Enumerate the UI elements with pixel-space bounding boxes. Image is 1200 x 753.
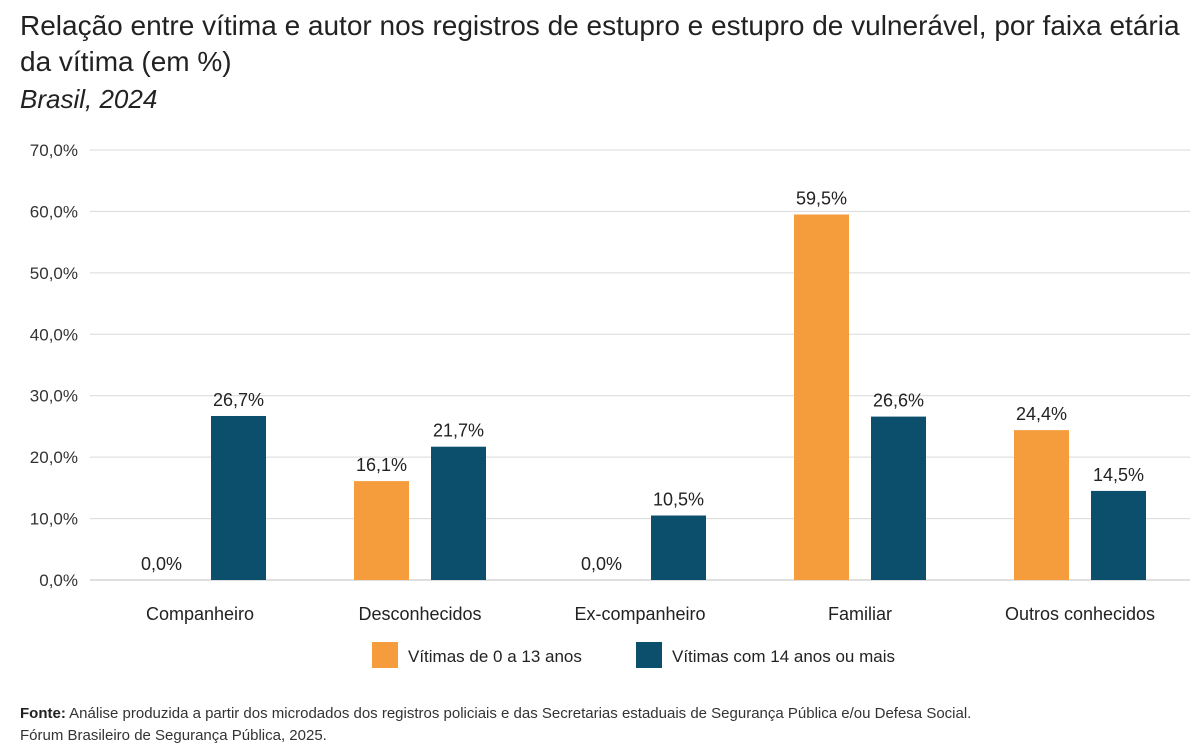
legend-label: Vítimas de 0 a 13 anos	[408, 647, 582, 666]
data-label: 14,5%	[1093, 465, 1144, 485]
data-label: 59,5%	[796, 189, 847, 209]
y-tick-label: 40,0%	[30, 325, 78, 344]
y-tick-label: 70,0%	[30, 141, 78, 160]
y-tick-label: 60,0%	[30, 202, 78, 221]
data-label: 0,0%	[141, 554, 182, 574]
category-label: Desconhecidos	[358, 604, 481, 624]
bar	[794, 214, 849, 580]
bar	[431, 446, 486, 580]
data-label: 0,0%	[581, 554, 622, 574]
chart-subtitle: Brasil, 2024	[20, 84, 158, 114]
y-tick-label: 10,0%	[30, 510, 78, 529]
y-tick-label: 50,0%	[30, 264, 78, 283]
source-label: Fonte:	[20, 705, 66, 722]
source-line2: Fórum Brasileiro de Segurança Pública, 2…	[20, 727, 327, 744]
source-text: Análise produzida a partir dos microdado…	[69, 705, 972, 722]
chart-title: Relação entre vítima e autor nos registr…	[20, 10, 1180, 77]
bar	[354, 481, 409, 580]
y-tick-label: 0,0%	[39, 571, 78, 590]
data-label: 26,7%	[213, 390, 264, 410]
legend-swatch	[372, 642, 398, 668]
category-label: Companheiro	[146, 604, 254, 624]
legend-label: Vítimas com 14 anos ou mais	[672, 647, 895, 666]
data-label: 10,5%	[653, 490, 704, 510]
data-label: 16,1%	[356, 455, 407, 475]
bar-chart: 0,0% 10,0% 20,0% 30,0% 40,0% 50,0% 60,0% 70,0% 0…	[30, 141, 1190, 668]
data-label: 21,7%	[433, 421, 484, 441]
bar	[871, 416, 926, 580]
legend-swatch	[636, 642, 662, 668]
bar	[211, 415, 266, 580]
bar	[651, 515, 706, 580]
category-label: Ex-companheiro	[574, 604, 705, 624]
source-note: Fonte: Análise produzida a partir dos mi…	[20, 703, 1190, 747]
data-label: 26,6%	[873, 391, 924, 411]
y-tick-label: 20,0%	[30, 448, 78, 467]
category-label: Outros conhecidos	[1005, 604, 1155, 624]
category-label: Familiar	[828, 604, 892, 624]
bar	[1091, 490, 1146, 580]
data-label: 24,4%	[1016, 404, 1067, 424]
y-tick-label: 30,0%	[30, 387, 78, 406]
bar	[1014, 430, 1069, 580]
